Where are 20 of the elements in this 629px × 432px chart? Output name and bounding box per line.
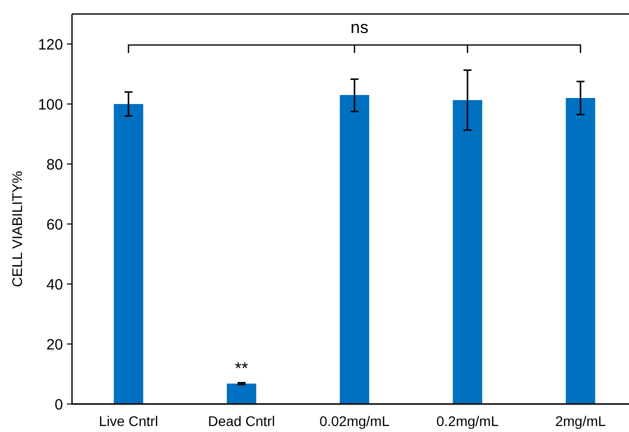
- bar: [340, 95, 370, 404]
- x-tick-label: 0.2mg/mL: [436, 413, 499, 429]
- x-tick-label: Live Cntrl: [98, 413, 158, 429]
- y-tick-label: 60: [46, 216, 63, 234]
- x-tick-label: 0.02mg/mL: [319, 413, 390, 429]
- x-tick-label: 2mg/mL: [555, 413, 606, 429]
- annotation: **: [234, 359, 248, 378]
- y-tick-label: 40: [46, 276, 63, 294]
- y-axis-title: CELL VIABILITY%: [9, 170, 25, 288]
- y-tick-label: 120: [38, 36, 63, 54]
- bar: [452, 100, 482, 404]
- bar: [114, 104, 144, 404]
- bar: [226, 384, 256, 404]
- bar: [566, 98, 596, 404]
- y-tick-label: 0: [54, 396, 63, 414]
- y-tick-label: 80: [46, 156, 63, 174]
- y-tick-label: 20: [46, 336, 63, 354]
- annotation: ns: [350, 18, 368, 37]
- x-tick-label: Dead Cntrl: [208, 413, 275, 429]
- y-tick-label: 100: [38, 96, 63, 114]
